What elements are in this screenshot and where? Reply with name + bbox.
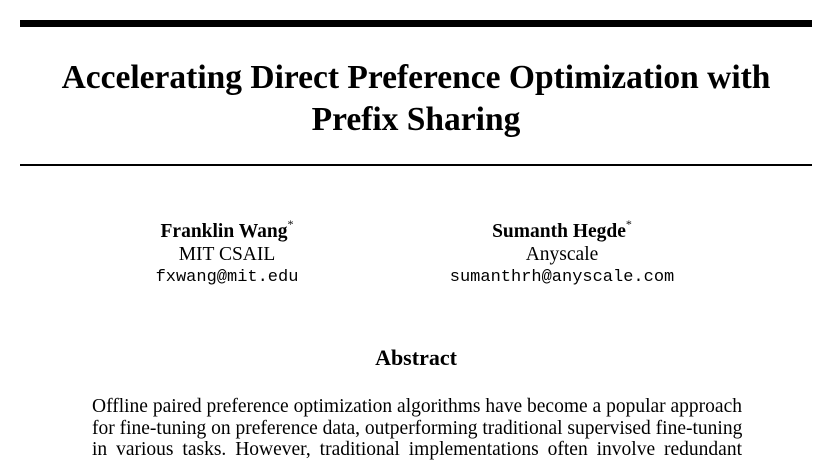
author-email[interactable]: sumanthrh@anyscale.com [449, 268, 675, 287]
author-name: Franklin Wang* [160, 217, 294, 242]
author-affiliation: MIT CSAIL [178, 244, 276, 265]
abstract-line: in various tasks. However, traditional i… [92, 439, 742, 460]
abstract-line: for fine-tuning on preference data, outp… [92, 417, 743, 439]
title-bottom-rule [20, 164, 812, 166]
equal-contribution-mark: * [625, 217, 632, 231]
top-rule [20, 20, 812, 27]
author-block-1: Franklin Wang* MIT CSAIL fxwang@mit.edu [127, 217, 327, 289]
paper-title: Accelerating Direct Preference Optimizat… [20, 57, 812, 141]
author-block-2: Sumanth Hegde* Anyscale sumanthrh@anysca… [412, 217, 712, 289]
abstract-heading: Abstract [375, 345, 457, 370]
title-line-1: Accelerating Direct Preference Optimizat… [61, 59, 771, 96]
title-line-2: Prefix Sharing [311, 101, 521, 138]
author-affiliation: Anyscale [525, 244, 599, 265]
author-email[interactable]: fxwang@mit.edu [155, 268, 299, 287]
equal-contribution-mark: * [287, 217, 294, 231]
author-name: Sumanth Hegde* [492, 217, 632, 242]
abstract-body: Offline paired preference optimization a… [92, 396, 742, 461]
abstract-line: Offline paired preference optimization a… [92, 396, 742, 417]
